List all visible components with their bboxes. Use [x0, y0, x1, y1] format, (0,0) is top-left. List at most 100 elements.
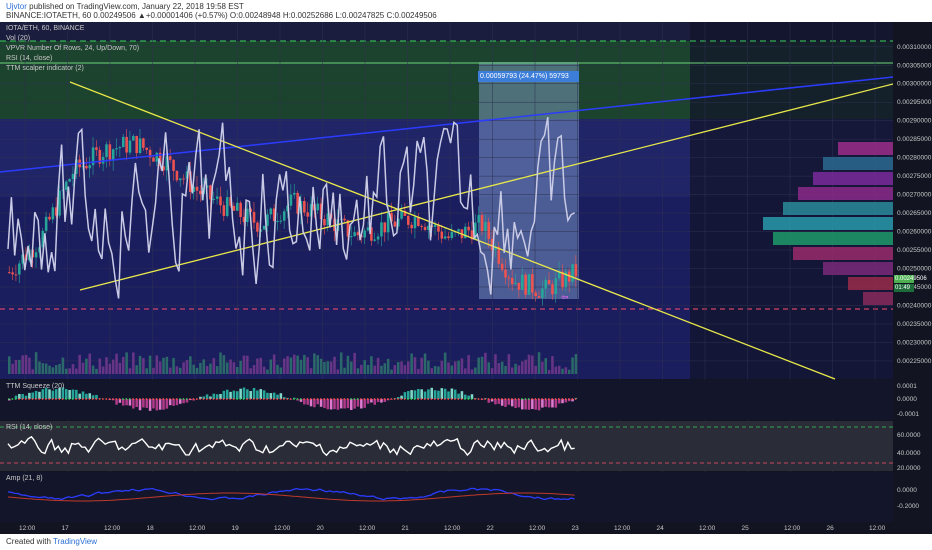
chart-area[interactable]: 0.00310000 0.00305000 0.00300000 0.00295000…	[0, 22, 932, 534]
squeeze-dot	[574, 398, 577, 400]
squeeze-bar	[464, 394, 467, 399]
squeeze-dot	[152, 398, 155, 400]
vpvr-row	[838, 142, 893, 155]
volume-bar	[510, 367, 514, 374]
volume-bar	[8, 356, 11, 374]
squeeze-dot	[182, 398, 185, 400]
squeeze-label[interactable]: TTM Squeeze (20)	[6, 383, 65, 390]
price-tick: 0.00260000	[897, 229, 932, 236]
squeeze-dot	[148, 398, 151, 400]
squeeze-bar	[232, 390, 236, 399]
volume-bar	[148, 355, 152, 374]
squeeze-bar	[215, 394, 219, 399]
rsi-panel-label[interactable]: RSI (14, close)	[6, 424, 53, 431]
candle	[276, 220, 279, 222]
squeeze-dot	[55, 398, 57, 400]
candle	[215, 196, 219, 199]
squeeze-bar	[282, 397, 286, 399]
candle	[242, 217, 246, 223]
quote-line: BINANCE:IOTAETH, 60 0.00249506 ▲+0.00001…	[6, 11, 437, 20]
volume-bar	[303, 354, 306, 374]
squeeze-bar	[272, 392, 276, 399]
squeeze-dot	[380, 398, 383, 400]
candle	[531, 274, 534, 293]
squeeze-dot	[259, 398, 262, 400]
squeeze-dot	[517, 398, 520, 400]
squeeze-dot	[212, 398, 215, 400]
squeeze-dot	[470, 398, 473, 400]
squeeze-dot	[484, 398, 487, 400]
legend-symbol[interactable]: IOTA/ETH, 60, BINANCE	[6, 25, 85, 32]
price-tick: 0.00240000	[897, 302, 932, 309]
squeeze-dot	[417, 398, 419, 400]
squeeze-bar	[21, 394, 24, 399]
squeeze-dot	[319, 398, 322, 400]
volume-bar	[101, 366, 105, 374]
legend-rsi[interactable]: RSI (14, close)	[6, 55, 53, 62]
volume-bar	[366, 364, 370, 374]
vpvr-row	[773, 232, 893, 245]
squeeze-bar	[396, 397, 400, 399]
time-tick: 12:00	[699, 525, 716, 532]
vpvr-row	[823, 262, 893, 275]
right-dark-zone	[690, 22, 893, 379]
squeeze-bar	[567, 399, 571, 402]
candle	[561, 271, 564, 288]
squeeze-bar	[366, 399, 370, 404]
candle	[105, 144, 108, 157]
candle	[279, 220, 283, 222]
squeeze-dot	[202, 398, 205, 400]
volume-bar	[370, 356, 373, 374]
squeeze-dot	[410, 398, 413, 400]
volume-bar	[246, 355, 249, 374]
squeeze-dot	[504, 398, 507, 400]
volume-bar	[125, 352, 128, 374]
legend-vpvr[interactable]: VPVR Number Of Rows, 24, Up/Down, 70)	[6, 45, 140, 52]
squeeze-dot	[75, 398, 77, 400]
tradingview-brand[interactable]: TradingView	[53, 537, 98, 546]
candle	[125, 136, 128, 153]
volume-bar	[91, 365, 95, 374]
squeeze-dot	[487, 398, 490, 400]
volume-bar	[279, 367, 283, 374]
squeeze-dot	[242, 398, 245, 400]
squeeze-bar	[34, 390, 38, 399]
candle	[148, 149, 152, 158]
volume-bar	[477, 357, 480, 374]
price-axis-labels: 0.00310000 0.00305000 0.00300000 0.00295000…	[897, 44, 932, 510]
squeeze-bar	[219, 393, 222, 399]
squeeze-bar	[537, 399, 541, 411]
time-tick: 24	[657, 525, 665, 532]
squeeze-dot	[8, 398, 10, 400]
time-tick: 20	[317, 525, 325, 532]
volume-bar	[453, 361, 457, 374]
candle	[447, 236, 450, 238]
squeeze-tick: -0.0001	[897, 411, 919, 418]
volume-bar	[289, 357, 293, 374]
squeeze-bar	[61, 387, 65, 399]
squeeze-dot	[118, 398, 121, 400]
squeeze-bar	[95, 394, 98, 399]
squeeze-dot	[192, 398, 195, 400]
candle	[350, 236, 353, 238]
author-link[interactable]: Ujvtor	[6, 2, 27, 11]
squeeze-bar	[276, 394, 279, 399]
volume-bar	[34, 352, 38, 374]
time-tick: 21	[402, 525, 410, 532]
volume-bar	[262, 366, 266, 374]
candle	[108, 144, 112, 160]
legend-ttm-scalper[interactable]: TTM scalper indicator (2)	[6, 65, 84, 72]
price-tick: 0.00255000	[897, 247, 932, 254]
amp-panel-label[interactable]: Amp (21, 8)	[6, 475, 43, 482]
candle	[41, 230, 45, 248]
volume-bar	[31, 369, 35, 374]
squeeze-dot	[199, 398, 202, 400]
legend-vol[interactable]: Vol (20)	[6, 35, 31, 42]
volume-bar	[179, 367, 182, 374]
squeeze-dot	[353, 398, 356, 400]
volume-bar	[561, 368, 564, 374]
volume-bar	[95, 368, 98, 374]
squeeze-bar	[71, 389, 75, 399]
squeeze-bar	[85, 393, 88, 399]
price-tick: 0.00285000	[897, 136, 932, 143]
